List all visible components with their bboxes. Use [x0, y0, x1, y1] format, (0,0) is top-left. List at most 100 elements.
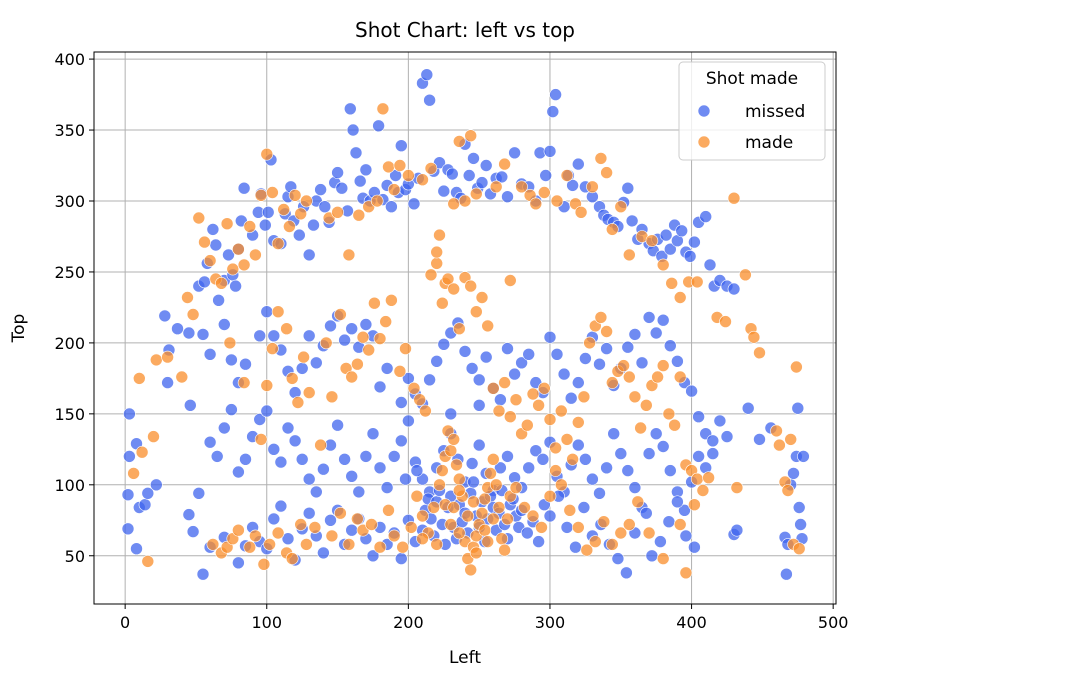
point-missed — [536, 452, 550, 466]
point-missed — [560, 521, 574, 534]
point-missed — [399, 472, 412, 486]
point-missed — [656, 313, 670, 327]
point-missed — [649, 427, 663, 441]
point-missed — [797, 450, 810, 463]
point-missed — [569, 540, 582, 554]
point-made — [161, 350, 174, 364]
point-made — [656, 258, 670, 272]
point-made — [237, 376, 251, 389]
point-missed — [141, 486, 155, 500]
point-missed — [203, 347, 217, 361]
point-made — [181, 291, 194, 304]
point-missed — [699, 210, 713, 223]
point-made — [600, 166, 613, 179]
point-made — [452, 484, 466, 497]
point-missed — [318, 200, 332, 213]
point-made — [150, 353, 163, 367]
point-made — [622, 248, 636, 262]
point-made — [452, 322, 466, 336]
point-missed — [475, 176, 489, 189]
point-missed — [703, 258, 717, 272]
point-missed — [571, 438, 585, 452]
point-made — [215, 276, 228, 290]
point-made — [537, 186, 551, 199]
point-missed — [467, 475, 480, 489]
x-tick-label: 500 — [818, 613, 849, 632]
point-made — [550, 194, 564, 208]
point-made — [668, 418, 681, 432]
point-missed — [543, 330, 557, 344]
point-made — [537, 381, 551, 395]
point-made — [410, 489, 424, 503]
point-made — [597, 515, 611, 529]
point-made — [342, 538, 356, 551]
x-tick-label: 0 — [120, 613, 130, 632]
point-made — [404, 521, 418, 534]
point-missed — [706, 447, 720, 460]
point-missed — [218, 318, 231, 331]
point-made — [447, 197, 461, 211]
point-missed — [671, 354, 684, 368]
point-missed — [472, 438, 486, 452]
point-missed — [317, 546, 330, 560]
point-made — [376, 102, 390, 116]
point-made — [285, 552, 299, 565]
point-missed — [274, 455, 288, 469]
point-made — [498, 543, 511, 557]
point-made — [433, 228, 446, 242]
point-made — [373, 332, 387, 345]
point-missed — [621, 464, 635, 477]
point-made — [690, 472, 704, 486]
y-tick-label: 200 — [54, 334, 85, 353]
point-missed — [656, 440, 670, 453]
point-made — [198, 235, 211, 249]
point-made — [566, 452, 579, 466]
point-made — [379, 315, 393, 328]
point-missed — [458, 345, 472, 358]
point-made — [495, 532, 509, 546]
point-missed — [494, 393, 507, 407]
point-missed — [345, 523, 359, 537]
point-made — [260, 147, 274, 161]
point-missed — [161, 376, 174, 389]
point-missed — [267, 442, 281, 456]
point-missed — [645, 549, 659, 563]
point-missed — [706, 434, 720, 448]
point-made — [600, 325, 613, 338]
point-made — [345, 370, 359, 384]
point-made — [484, 467, 497, 480]
point-made — [368, 296, 381, 310]
point-made — [331, 206, 344, 219]
point-made — [243, 220, 257, 233]
point-made — [543, 413, 557, 426]
point-missed — [203, 435, 217, 449]
point-missed — [352, 485, 366, 499]
point-made — [464, 279, 478, 293]
point-made — [393, 364, 407, 378]
point-missed — [600, 342, 613, 355]
x-axis-label: Left — [449, 648, 481, 668]
point-made — [382, 160, 395, 174]
point-missed — [359, 450, 373, 463]
legend-label-made: made — [745, 133, 793, 153]
point-made — [617, 359, 630, 372]
point-missed — [366, 549, 380, 563]
point-missed — [402, 414, 415, 428]
point-missed — [420, 68, 434, 81]
point-made — [147, 430, 160, 443]
point-missed — [267, 512, 281, 526]
point-made — [260, 379, 274, 392]
point-missed — [663, 339, 677, 353]
point-made — [492, 404, 506, 418]
point-made — [605, 223, 619, 236]
point-made — [614, 200, 628, 213]
point-made — [526, 387, 540, 401]
point-missed — [600, 461, 613, 475]
legend: Shot made missed made — [678, 61, 826, 161]
y-tick-label: 150 — [54, 405, 85, 424]
point-made — [461, 509, 475, 523]
point-missed — [423, 373, 436, 387]
point-made — [634, 421, 647, 435]
point-missed — [741, 401, 755, 415]
